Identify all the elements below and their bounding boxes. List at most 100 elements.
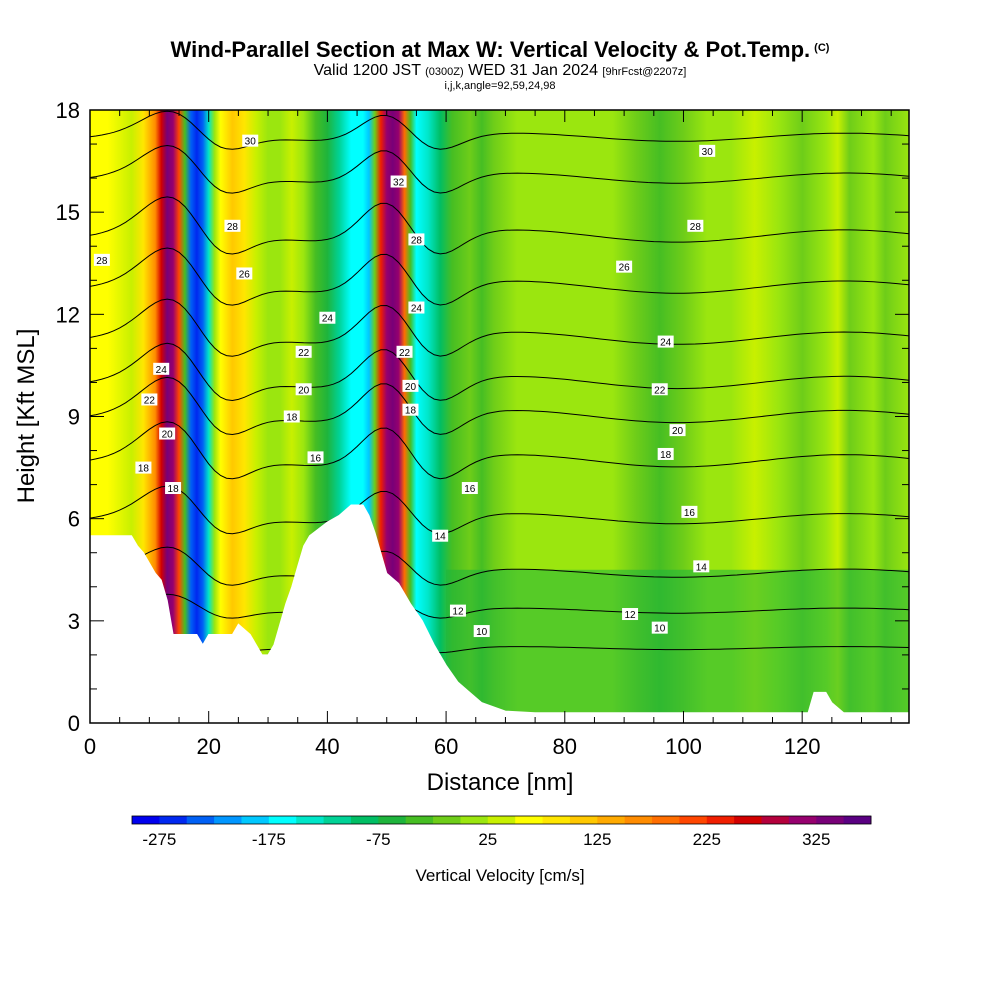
colorbar-swatch <box>515 816 543 824</box>
theta-contour-label: 22 <box>396 345 413 359</box>
theta-contour-label: 24 <box>657 335 674 349</box>
theta-contour-label: 18 <box>657 447 674 461</box>
x-axis-label: Distance [nm] <box>427 769 574 796</box>
contour-label-box <box>657 447 674 460</box>
contour-label-text: 24 <box>156 365 168 376</box>
contour-label-text: 18 <box>138 464 150 475</box>
theta-contour-line <box>90 196 909 255</box>
contour-label-box <box>153 362 170 375</box>
contour-label-box <box>402 379 419 392</box>
colorbar-swatch <box>159 816 188 824</box>
contour-label-text: 20 <box>672 426 684 437</box>
colorbar-swatch <box>460 816 489 824</box>
valid-time-prefix: Valid 1200 JST <box>313 62 421 79</box>
theta-contour-label: 18 <box>402 403 419 417</box>
contour-label-text: 18 <box>405 406 417 417</box>
theta-contour-label: 20 <box>295 383 312 396</box>
contour-label-box <box>396 345 413 358</box>
theta-contour-label: 28 <box>224 219 241 233</box>
contour-label-box <box>693 560 710 573</box>
valid-time-utc: (0300Z) <box>425 66 464 78</box>
theta-contour-label: 30 <box>242 134 259 148</box>
contour-label-box <box>224 219 241 232</box>
contour-label-text: 22 <box>298 348 310 359</box>
theta-contour-label: 12 <box>622 608 639 621</box>
theta-contour-label: 16 <box>461 482 478 495</box>
contour-label-box <box>319 311 336 324</box>
contour-label-text: 10 <box>654 624 666 635</box>
contour-label-text: 14 <box>696 562 708 573</box>
contour-label-text: 20 <box>162 430 174 441</box>
contour-label-box <box>699 144 716 157</box>
colorbar-swatch <box>734 816 762 824</box>
theta-contour-line <box>90 110 909 150</box>
x-tick-label: 60 <box>434 734 458 759</box>
colorbar-swatch <box>268 816 297 824</box>
theta-contour-label: 22 <box>651 383 668 396</box>
colorbar-swatch <box>323 816 352 824</box>
contour-label-box <box>449 604 466 617</box>
theta-contour-label: 10 <box>651 621 668 635</box>
contour-label-text: 30 <box>702 147 714 158</box>
theta-contour-label: 24 <box>319 311 336 325</box>
colorbar-tick-label: -75 <box>366 830 391 849</box>
valid-date: WED 31 Jan 2024 <box>468 62 598 79</box>
theta-contour-label: 26 <box>616 260 633 274</box>
contour-label-box <box>236 267 253 280</box>
theta-contour-label: 18 <box>283 410 300 424</box>
contour-label-box <box>616 260 633 273</box>
colorbar-swatch <box>378 816 407 824</box>
contour-label-text: 22 <box>144 395 156 406</box>
theta-contour-line <box>90 593 909 619</box>
colorbar-swatch <box>296 816 324 824</box>
contour-label-text: 28 <box>690 222 702 233</box>
theta-contour-label: 28 <box>93 253 110 267</box>
contour-label-text: 20 <box>298 385 310 396</box>
axes: 0 20 40 60 80 100 120 0 3 6 9 12 15 18 <box>56 98 909 759</box>
contour-label-box <box>135 461 152 474</box>
y-tick-label: 9 <box>68 405 80 430</box>
colorbar-frame <box>131 815 872 825</box>
x-tick-label: 120 <box>784 734 821 759</box>
contour-label-text: 24 <box>411 304 423 315</box>
y-tick-label: 0 <box>68 711 80 736</box>
contour-label-text: 20 <box>405 382 417 393</box>
x-tick-label: 20 <box>196 734 220 759</box>
colorbar-swatch <box>816 816 845 824</box>
x-tick-label: 80 <box>553 734 577 759</box>
y-tick-label: 6 <box>68 507 80 532</box>
theta-contour-line <box>90 421 909 480</box>
contour-label-text: 30 <box>245 137 257 148</box>
theta-contour-label: 20 <box>402 379 419 393</box>
contour-label-box <box>307 451 324 464</box>
theta-contour-label: 10 <box>473 625 490 638</box>
x-tick-label: 100 <box>665 734 702 759</box>
contour-label-box <box>473 625 490 638</box>
theta-contour-labels: 10 10 12 12 14 14 16 16 16 18 18 18 18 18 20 20 20 20 22 22… <box>93 134 716 638</box>
theta-contour-label: 26 <box>236 267 253 280</box>
theta-contour-label: 28 <box>408 233 425 246</box>
contour-label-box <box>687 219 704 232</box>
theta-contour-line <box>90 144 909 194</box>
x-tick-label: 0 <box>84 734 96 759</box>
colorbar-swatch <box>569 816 598 824</box>
contour-label-text: 12 <box>625 610 637 621</box>
contour-label-text: 26 <box>619 263 631 274</box>
colorbar-swatch <box>241 816 270 824</box>
colorbar-swatch <box>405 816 434 824</box>
theta-contour-line <box>90 298 909 357</box>
theta-contour-label: 20 <box>159 427 176 441</box>
theta-contour-label: 32 <box>390 175 407 189</box>
colorbar-swatch <box>433 816 461 824</box>
theta-contour-label: 16 <box>681 505 698 519</box>
colorbar-swatch <box>706 816 735 824</box>
x-tick-label: 40 <box>315 734 339 759</box>
title-block: Wind-Parallel Section at Max W: Vertical… <box>0 36 1000 92</box>
contour-label-box <box>669 424 686 437</box>
colorbar-swatch <box>624 816 653 824</box>
contour-label-box <box>390 175 407 188</box>
contour-label-text: 24 <box>322 314 334 325</box>
theta-contours <box>90 110 909 654</box>
y-tick-label: 12 <box>56 302 80 327</box>
contour-label-text: 16 <box>464 484 476 495</box>
